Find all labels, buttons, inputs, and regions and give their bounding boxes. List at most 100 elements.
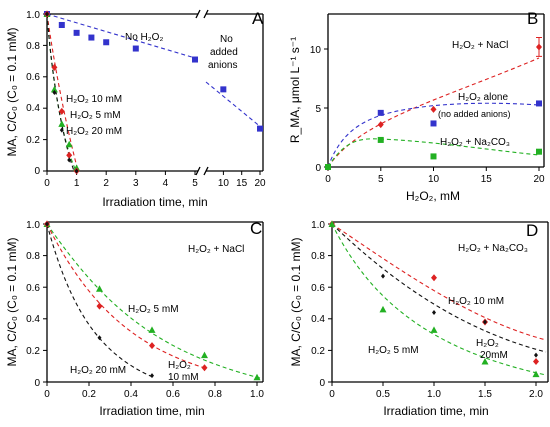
data-point (534, 352, 538, 358)
data-point (377, 136, 384, 143)
y-axis-label: MA, C/C₀ (C₀ = 0.1 mM) (5, 28, 19, 157)
fit-curve-5mm (46, 223, 261, 379)
annotation: H₂O₂ (168, 360, 191, 371)
data-point (59, 127, 64, 133)
data-point (45, 11, 49, 17)
data-point (74, 168, 79, 174)
x-axis-label: Irradiation time, min (383, 404, 488, 418)
fit-curve-nacl (327, 57, 540, 168)
tick-label: 5 (378, 174, 384, 185)
tick-label: 0.8 (208, 389, 222, 400)
tick-label: 10 (310, 45, 322, 56)
panel-c-marks (43, 220, 261, 381)
tick-label: 1.0 (427, 389, 441, 400)
panel-c-letter: C (250, 219, 262, 238)
data-point (430, 326, 438, 333)
tick-label: 20 (254, 178, 266, 189)
annotation: H₂O₂ alone (458, 92, 508, 103)
panel-c-tick-labels: 0 0.2 0.4 0.6 0.8 1.0 0 0.2 0.4 0.6 0.8 … (26, 220, 264, 400)
panel-a-marks (43, 10, 264, 175)
fit-curve-na2co3 (327, 138, 540, 168)
tick-label: 0.2 (82, 389, 96, 400)
fit-curve-5mm (331, 223, 547, 376)
annotation: (no added anions) (438, 109, 511, 119)
tick-label: 5 (315, 104, 321, 115)
data-point (52, 90, 57, 95)
annotation: H₂O₂ + Na₂CO₃ (458, 243, 528, 254)
tick-label: 20 (533, 174, 545, 185)
data-point (377, 121, 384, 129)
fit-curve-alone (327, 102, 540, 168)
tick-label: 0.8 (311, 251, 325, 262)
data-point (58, 107, 65, 115)
panel-b-letter: B (527, 9, 538, 28)
data-point (148, 326, 156, 333)
data-point (533, 357, 539, 365)
data-point (379, 305, 387, 313)
annotation: H₂O₂ + NaCl (188, 244, 244, 255)
data-point (58, 120, 66, 127)
annotation: H₂O₂ + Na₂CO₃ (440, 137, 510, 148)
tick-label: 15 (481, 174, 493, 185)
data-point (430, 120, 437, 127)
panel-a-tick-labels: 0 0.2 0.4 0.6 0.8 1.0 0 1 2 3 4 5 10 15 … (26, 10, 266, 189)
data-point (201, 364, 208, 372)
data-point (430, 153, 437, 160)
annotation: H₂O₂ 10 mM (448, 296, 504, 307)
data-point (73, 29, 80, 36)
tick-label: 0 (315, 163, 321, 174)
data-point (377, 109, 384, 116)
x-axis-label: Irradiation time, min (102, 195, 207, 209)
data-point (50, 85, 58, 93)
tick-label: 1.0 (311, 220, 325, 231)
data-point (96, 302, 103, 310)
tick-label: 0.4 (124, 389, 138, 400)
data-point (65, 140, 73, 148)
data-point (96, 285, 103, 292)
data-point (257, 125, 264, 132)
panel-d-marks (328, 220, 540, 378)
data-point (381, 273, 385, 279)
annotation: H₂O₂ (476, 338, 499, 349)
y-axis-label: MA, C/C₀ (C₀ = 0.1 mM) (289, 238, 303, 367)
panel-a-letter: A (252, 9, 264, 28)
data-point (432, 309, 436, 315)
annotation: No H₂O₂ (125, 32, 163, 43)
tick-label: 0.4 (26, 103, 40, 114)
tick-label: 0.2 (26, 346, 40, 357)
tick-label: 0 (34, 378, 40, 389)
tick-label: 0.2 (26, 135, 40, 146)
tick-label: 0.4 (311, 314, 325, 325)
tick-label: 15 (236, 178, 248, 189)
annotation: H₂O₂ 5 mM (70, 110, 121, 121)
fit-curve-no-h2o2 (46, 13, 263, 129)
fit-curve-20mm (331, 223, 547, 353)
tick-label: 0.5 (376, 389, 390, 400)
x-axis-label: H₂O₂, mM (406, 189, 460, 203)
annotation: H₂O₂ 20 mM (70, 365, 126, 376)
annotation: H₂O₂ 5 mM (368, 345, 419, 356)
data-point (328, 220, 336, 227)
data-point (532, 370, 540, 378)
annotation: anions (208, 60, 237, 71)
tick-label: 1 (74, 178, 80, 189)
panel-c: C 0 0.2 0.4 0.6 0.8 1.0 0 0.2 0.4 0.6 0.… (5, 219, 264, 418)
panel-b-tick-labels: 0 5 10 0 5 10 15 20 (310, 45, 545, 185)
data-point (132, 45, 139, 52)
panel-a: A 0 0.2 0 (5, 9, 266, 209)
tick-label: 0.8 (26, 251, 40, 262)
annotation: 10 mM (168, 372, 199, 383)
tick-label: 0.8 (26, 41, 40, 52)
panel-a-axis-break (195, 9, 209, 176)
tick-label: 0 (34, 166, 40, 177)
tick-label: 0.6 (26, 283, 40, 294)
annotation: H₂O₂ 20 mM (66, 126, 122, 137)
data-point (149, 342, 155, 350)
tick-label: 10 (428, 174, 440, 185)
annotation: H₂O₂ 5 mM (128, 304, 179, 315)
data-point (103, 39, 110, 46)
annotation: No (220, 34, 233, 45)
tick-label: 0 (44, 178, 50, 189)
data-point (431, 274, 437, 282)
